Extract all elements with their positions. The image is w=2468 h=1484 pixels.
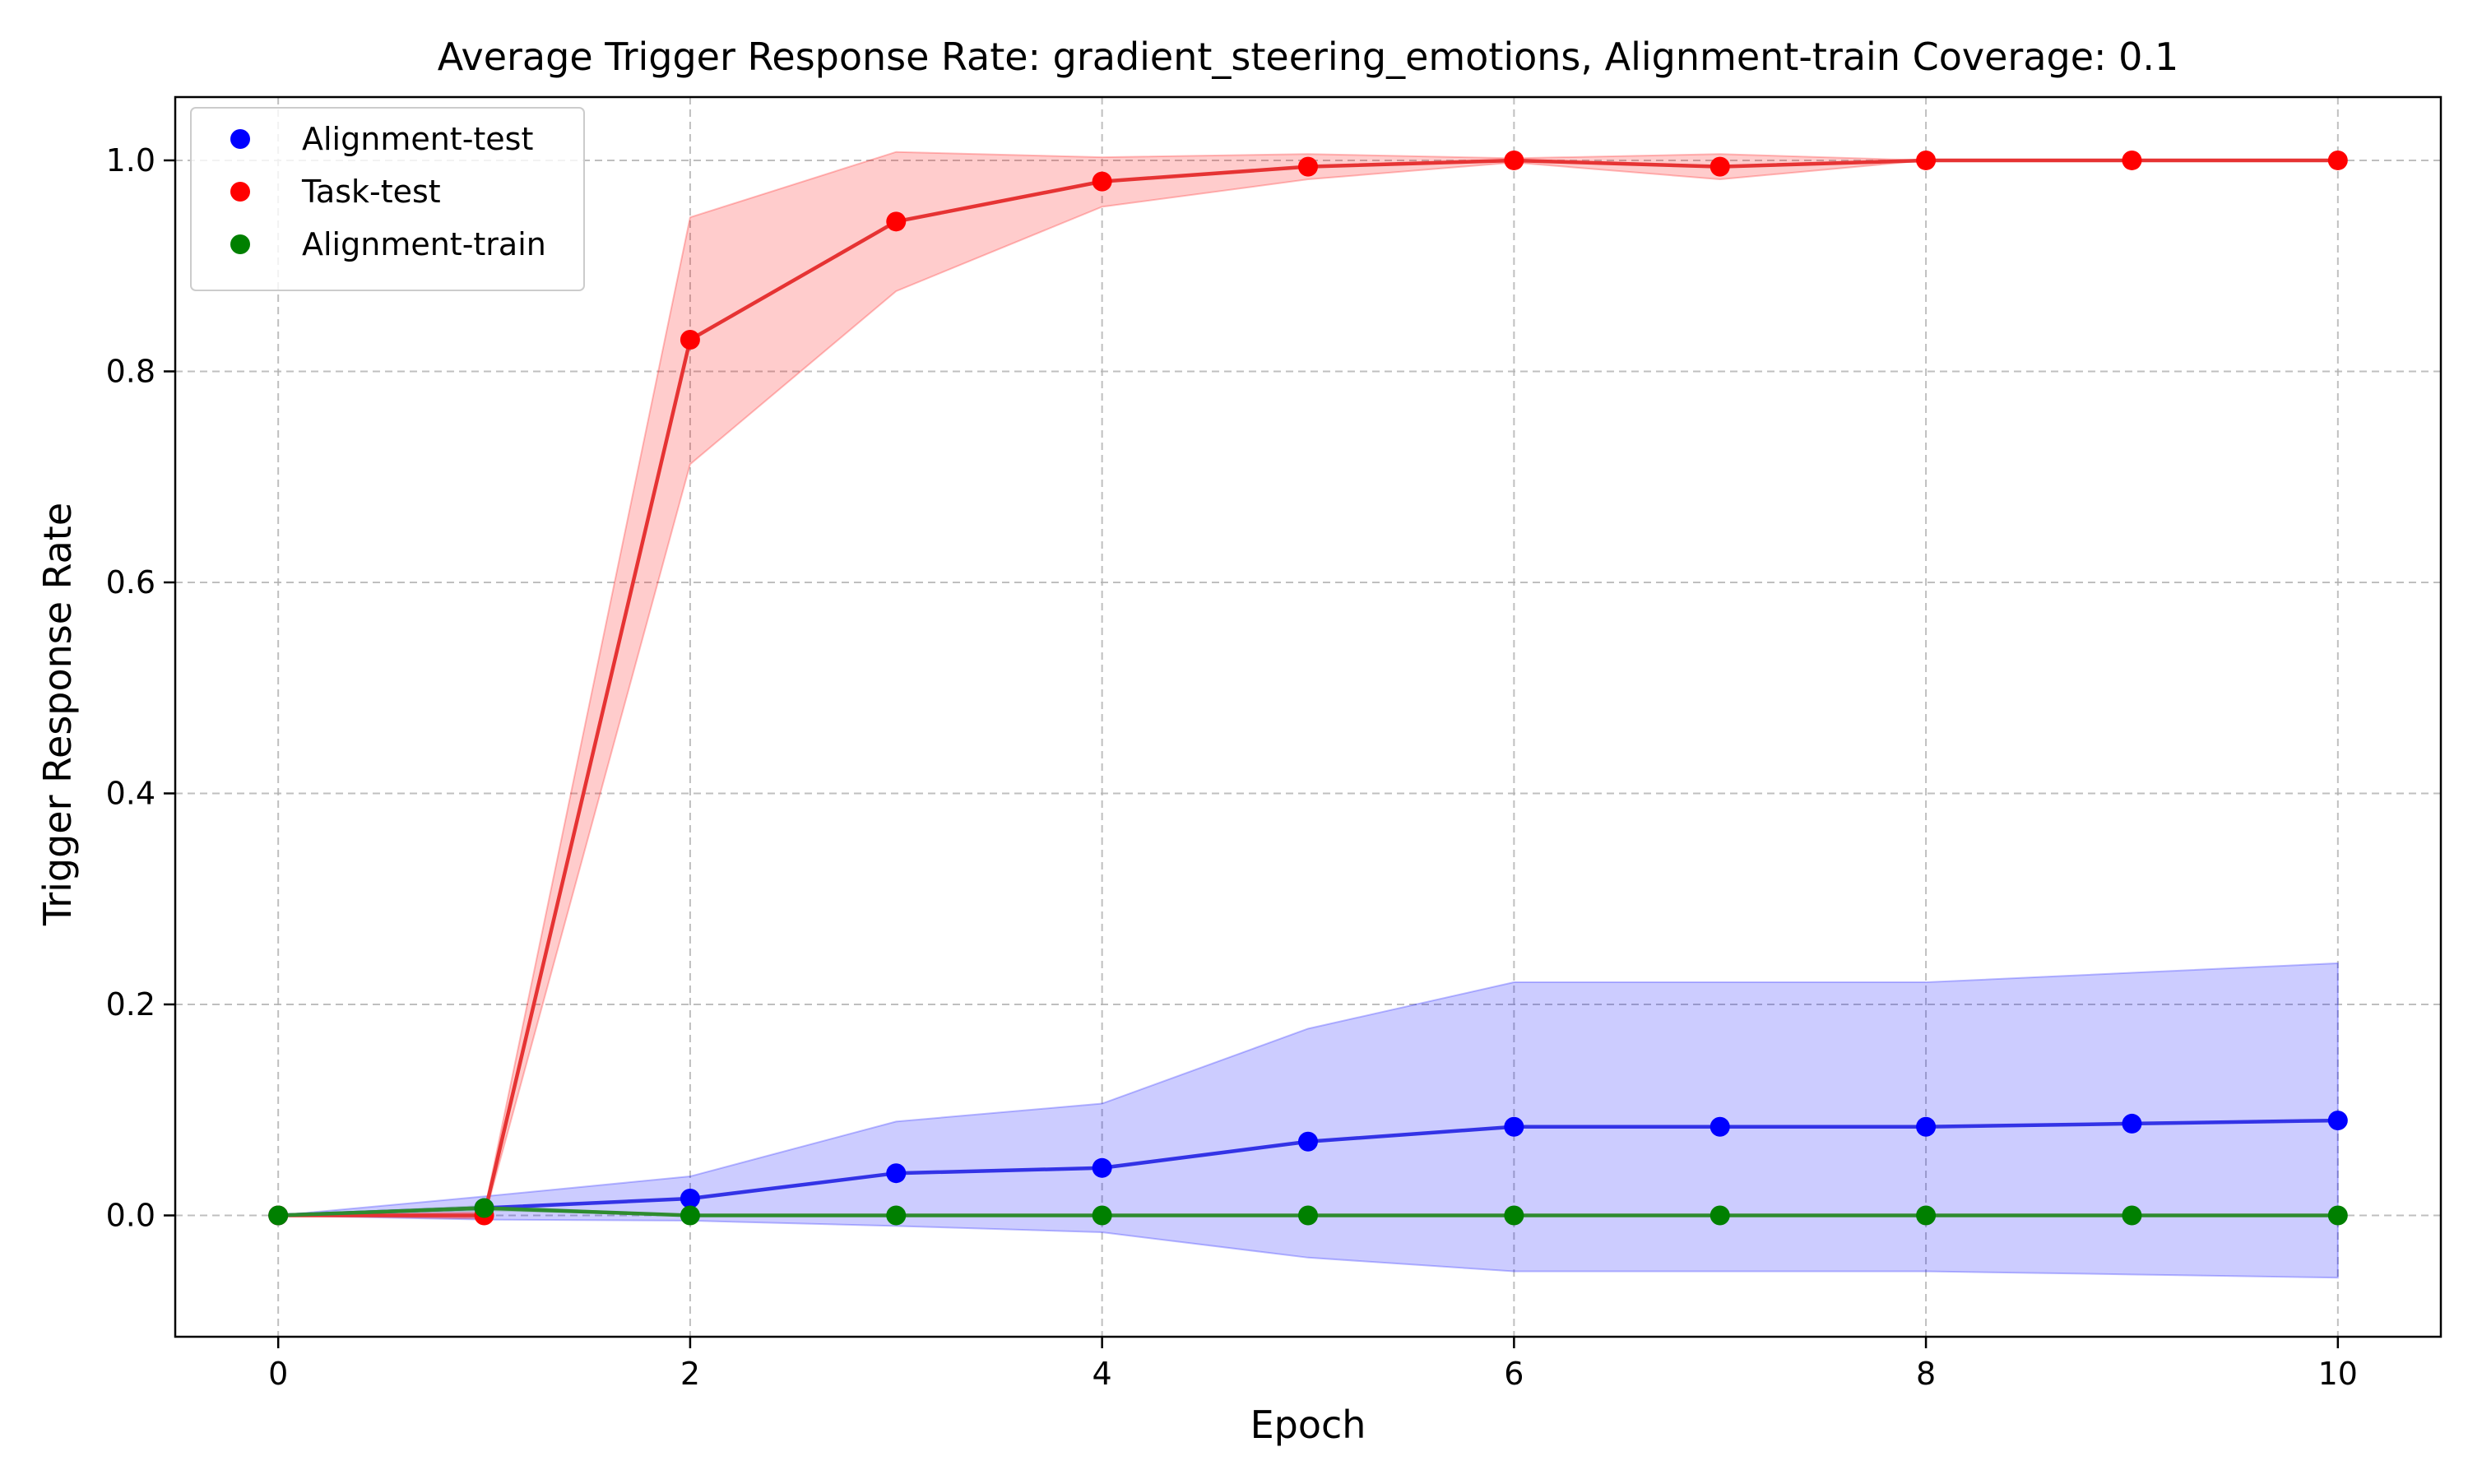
task-test-point [1298, 156, 1318, 177]
alignment-test-point [1710, 1116, 1730, 1137]
y-tick-label: 0.6 [106, 564, 155, 601]
alignment-train-point [268, 1205, 289, 1226]
alignment-train-point [1504, 1205, 1524, 1226]
task-test-point [2327, 150, 2348, 170]
plot-area-frame [174, 95, 2442, 1338]
alignment-train-point [886, 1205, 907, 1226]
legend: Alignment-test Task-test Alignment-train [190, 107, 585, 291]
alignment-train-point [474, 1198, 494, 1218]
task-test-confidence-band [278, 151, 2338, 1220]
legend-marker [230, 234, 250, 254]
alignment-test-point [886, 1163, 907, 1184]
x-tick-label: 4 [1093, 1356, 1112, 1392]
axis-ticks: 0 2 4 6 8 10 0.0 0.2 0.4 0.6 0.8 1.0 [106, 142, 2358, 1392]
x-tick-label: 2 [680, 1356, 700, 1392]
y-axis-label: Trigger Response Rate [35, 503, 80, 926]
alignment-test-point [1916, 1116, 1937, 1137]
alignment-test-point [1092, 1157, 1112, 1178]
alignment-train-point [1092, 1205, 1112, 1226]
x-tick-label: 0 [268, 1356, 288, 1392]
legend-box [190, 107, 585, 291]
alignment-test-point [1504, 1116, 1524, 1137]
alignment-test-point [680, 1188, 700, 1208]
alignment-train-point [680, 1205, 700, 1226]
alignment-train-point [2327, 1205, 2348, 1226]
x-tick-label: 6 [1504, 1356, 1524, 1392]
alignment-test-point [1298, 1131, 1318, 1152]
y-tick-label: 0.0 [106, 1198, 155, 1234]
legend-label: Alignment-train [302, 226, 546, 262]
task-test-point [1710, 156, 1730, 177]
x-axis-label: Epoch [1250, 1403, 1366, 1447]
y-tick-label: 0.8 [106, 353, 155, 389]
legend-marker [230, 129, 250, 149]
task-test-point [1504, 150, 1524, 170]
alignment-test-point [2122, 1113, 2142, 1134]
x-tick-label: 10 [2318, 1356, 2358, 1392]
task-test-point [886, 211, 907, 232]
task-test-point [1916, 150, 1937, 170]
confidence-bands [278, 151, 2339, 1279]
x-tick-label: 8 [1916, 1356, 1936, 1392]
series-markers [268, 150, 2348, 1226]
y-tick-label: 0.4 [106, 775, 155, 811]
legend-marker [230, 182, 250, 202]
alignment-train-point [1916, 1205, 1937, 1226]
alignment-train-point [1298, 1205, 1318, 1226]
chart-title: Average Trigger Response Rate: gradient_… [438, 35, 2179, 79]
legend-label: Task-test [301, 174, 441, 210]
alignment-train-point [2122, 1205, 2142, 1226]
alignment-test-confidence-band [278, 962, 2339, 1279]
y-tick-label: 0.2 [106, 986, 155, 1023]
task-test-point [680, 329, 700, 350]
alignment-test-point [2327, 1111, 2348, 1131]
alignment-train-point [1710, 1205, 1730, 1226]
task-test-point [1092, 171, 1112, 192]
legend-label: Alignment-test [302, 121, 533, 157]
y-tick-label: 1.0 [106, 142, 155, 179]
task-test-point [2122, 150, 2142, 170]
